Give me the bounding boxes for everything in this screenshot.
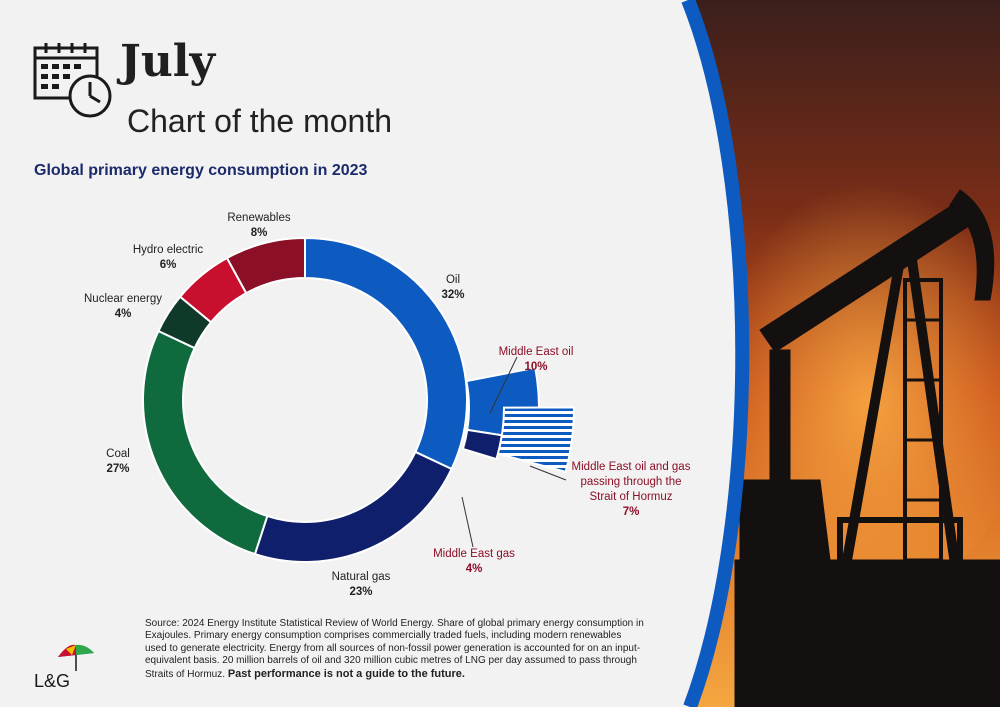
logo-text: L&G [34, 671, 70, 691]
disclaimer-text: Past performance is not a guide to the f… [227, 667, 465, 680]
breakout-me-gas [461, 428, 504, 461]
label-me-oil-value: 10% [524, 361, 547, 373]
label-oil-value: 32% [441, 289, 464, 301]
label-gas-value: 23% [349, 586, 372, 598]
slice-renewables [225, 236, 306, 295]
label-renew-name: Renewables [227, 212, 291, 224]
label-coal-value: 27% [106, 463, 129, 475]
label-me-oil-name: Middle East oil [499, 346, 574, 358]
slice-coal [142, 329, 269, 556]
leader-hormuz [529, 465, 567, 481]
label-hormuz-line2: passing through the [580, 476, 681, 488]
header-month: July [120, 36, 216, 87]
slice-oil [304, 236, 468, 471]
label-nuclear-value: 4% [115, 308, 132, 320]
label-gas-name: Natural gas [332, 571, 391, 583]
label-oil-name: Oil [446, 274, 460, 286]
breakout-hormuz [496, 406, 575, 474]
leader-me-oil [489, 356, 518, 414]
header-subtitle: Chart of the month [127, 103, 393, 139]
label-hormuz-line1: Middle East oil and gas [572, 461, 691, 473]
label-hormuz-line3: Strait of Hormuz [589, 491, 672, 503]
leader-me-gas [461, 496, 474, 548]
label-coal-name: Coal [106, 448, 130, 460]
label-me-gas-name: Middle East gas [433, 548, 515, 560]
lg-umbrella-logo: L&G [34, 644, 94, 691]
source-text: Source: 2024 Energy Institute Statistica… [145, 618, 644, 680]
chart-title: Global primary energy consumption in 202… [34, 162, 368, 179]
source-note: Source: 2024 Energy Institute Statistica… [145, 618, 645, 681]
label-hormuz-value: 7% [623, 506, 640, 518]
label-hydro-value: 6% [160, 259, 177, 271]
label-me-gas-value: 4% [466, 563, 483, 575]
slice-natural-gas [253, 450, 453, 563]
calendar-clock-icon [33, 43, 112, 118]
label-nuclear-name: Nuclear energy [84, 293, 162, 305]
label-hydro-name: Hydro electric [133, 244, 204, 256]
label-renew-value: 8% [251, 227, 268, 239]
